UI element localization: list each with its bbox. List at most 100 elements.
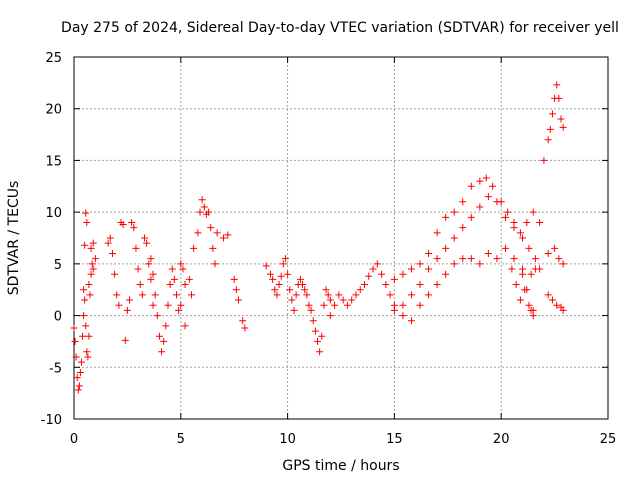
data-point — [121, 336, 129, 344]
data-point — [467, 182, 475, 190]
data-point — [74, 386, 82, 394]
data-point — [279, 260, 287, 268]
series-lower-ramp — [390, 244, 567, 325]
data-point — [85, 332, 93, 340]
data-point — [433, 255, 441, 263]
series-hour-1.5-3.5 — [104, 218, 157, 344]
data-point — [234, 296, 242, 304]
data-point — [360, 281, 368, 289]
data-point — [356, 286, 364, 294]
y-tick-label: 20 — [45, 103, 62, 118]
data-point — [290, 306, 298, 314]
data-point — [149, 301, 157, 309]
data-point — [369, 265, 377, 273]
data-point — [527, 270, 535, 278]
data-point — [70, 324, 78, 332]
series-hour-7-7.8 — [220, 231, 249, 332]
data-point — [175, 306, 183, 314]
data-point — [211, 260, 219, 268]
data-point — [484, 250, 492, 258]
data-point — [91, 255, 99, 263]
data-point — [149, 270, 157, 278]
data-point — [378, 270, 386, 278]
data-point — [143, 239, 151, 247]
data-point — [82, 322, 90, 330]
data-point — [519, 270, 527, 278]
data-point — [187, 291, 195, 299]
data-point — [529, 306, 537, 314]
data-point — [314, 337, 322, 345]
y-axis-label: SDTVAR / TECUs — [6, 181, 22, 296]
data-point — [281, 255, 289, 263]
data-point — [87, 270, 95, 278]
data-point — [79, 332, 87, 340]
data-point — [459, 224, 467, 232]
data-point — [536, 218, 544, 226]
y-tick-label: 5 — [54, 258, 62, 273]
data-point — [467, 255, 475, 263]
data-point — [504, 208, 512, 216]
data-point — [390, 275, 398, 283]
data-point — [425, 265, 433, 273]
data-point — [185, 275, 193, 283]
data-point — [220, 234, 228, 242]
data-point — [153, 312, 161, 320]
x-tick-label: 5 — [177, 432, 185, 447]
data-point — [555, 94, 563, 102]
grid-lines — [74, 57, 608, 419]
data-point — [442, 213, 450, 221]
data-point — [559, 306, 567, 314]
data-point — [484, 193, 492, 201]
data-point — [316, 348, 324, 356]
data-point — [106, 234, 114, 242]
data-point — [147, 275, 155, 283]
data-point — [155, 332, 163, 340]
data-point — [72, 353, 80, 361]
data-point — [433, 281, 441, 289]
data-point — [322, 286, 330, 294]
data-point — [531, 265, 539, 273]
data-point — [559, 260, 567, 268]
data-point — [76, 368, 84, 376]
y-tick-label: 15 — [45, 154, 62, 169]
data-point — [177, 260, 185, 268]
data-point — [548, 110, 556, 118]
data-point — [196, 208, 204, 216]
data-point — [459, 255, 467, 263]
data-point — [450, 208, 458, 216]
data-point — [232, 286, 240, 294]
series-hour-3.5-5 — [147, 255, 189, 356]
data-point — [442, 244, 450, 252]
data-point — [224, 231, 232, 239]
data-point — [519, 234, 527, 242]
data-point — [269, 275, 277, 283]
data-point — [82, 209, 90, 217]
data-point — [512, 281, 520, 289]
x-tick-label: 25 — [600, 432, 617, 447]
data-point — [230, 275, 238, 283]
data-point — [87, 244, 95, 252]
data-point — [126, 296, 134, 304]
data-point — [83, 348, 91, 356]
data-point — [416, 281, 424, 289]
data-point — [555, 255, 563, 263]
series-upper-ramp — [390, 174, 537, 283]
data-point — [476, 177, 484, 185]
data-point — [553, 81, 561, 89]
data-point — [352, 291, 360, 299]
data-point — [529, 208, 537, 216]
series-early-spikes — [80, 209, 99, 294]
data-point — [382, 281, 390, 289]
data-point — [89, 239, 97, 247]
data-point — [521, 286, 529, 294]
data-point — [134, 265, 142, 273]
data-point — [81, 296, 89, 304]
data-point — [523, 218, 531, 226]
data-point — [489, 182, 497, 190]
data-point — [516, 229, 524, 237]
data-point — [459, 198, 467, 206]
data-point — [544, 250, 552, 258]
data-point — [399, 270, 407, 278]
y-tick-label: 25 — [45, 51, 62, 66]
y-tick-label: -5 — [49, 361, 62, 376]
